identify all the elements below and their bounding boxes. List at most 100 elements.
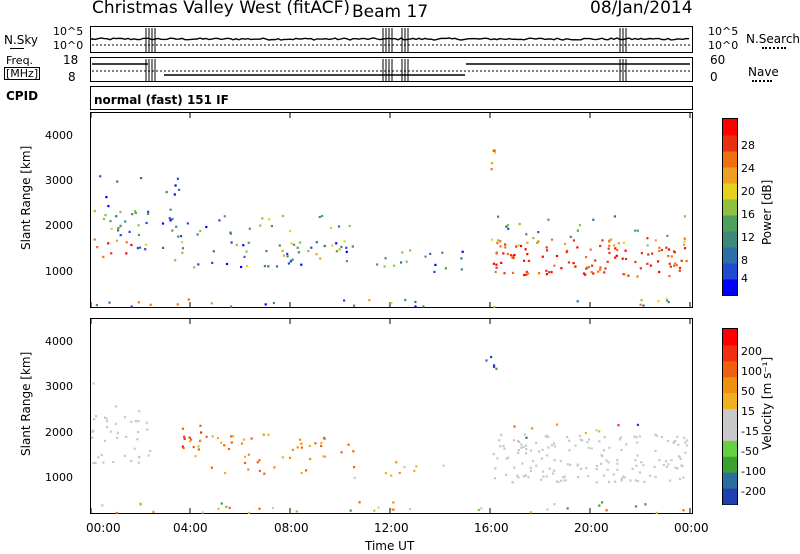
power-cell — [603, 271, 606, 274]
velocity-cell — [139, 502, 142, 505]
velocity-cell — [299, 438, 302, 441]
nave-label: Nave — [748, 65, 779, 79]
velocity-cell — [585, 467, 588, 470]
velocity-cell — [182, 447, 185, 450]
power-cell — [636, 275, 639, 278]
power-cell — [348, 224, 351, 228]
velocity-cell — [670, 459, 673, 462]
velocity-cell — [183, 437, 186, 440]
velocity-cell — [667, 463, 670, 466]
velocity-cell — [517, 451, 520, 455]
velocity-cell — [392, 501, 395, 504]
velocity-cell — [660, 435, 664, 439]
velocity-cell — [566, 436, 569, 439]
velocity-cell — [183, 435, 186, 438]
nsky-legend-line — [10, 48, 24, 49]
power-cell — [523, 273, 526, 277]
velocity-cell — [587, 446, 590, 449]
velocity-cell — [587, 475, 590, 478]
power-cell — [245, 250, 248, 253]
velocity-cell — [442, 464, 445, 467]
power-cell — [267, 265, 270, 268]
velocity-cell — [273, 466, 276, 469]
velocity-cell — [105, 417, 108, 420]
power-cell — [526, 272, 530, 275]
power-cell — [115, 239, 119, 242]
velocity-cell — [498, 439, 501, 442]
power-cell — [137, 224, 140, 227]
velocity-cell — [133, 447, 136, 450]
power-cell — [119, 234, 122, 237]
power-cell — [296, 246, 299, 249]
velocity-cell — [525, 447, 528, 451]
velocity-cell — [579, 438, 582, 441]
power-cell — [169, 219, 172, 222]
velocity-cell — [240, 442, 244, 445]
power-cell — [134, 210, 137, 213]
power-cell — [576, 300, 579, 303]
power-cell — [674, 262, 677, 265]
velocity-cell — [499, 445, 502, 448]
velocity-cell — [230, 441, 233, 444]
velocity-cell — [622, 475, 625, 478]
power-cell — [492, 262, 495, 265]
power-cell — [615, 254, 618, 257]
power-cell — [572, 239, 575, 242]
velocity-colorbar-segment — [723, 392, 737, 410]
velocity-cell — [136, 438, 139, 441]
power-cell — [225, 262, 229, 266]
power-cell — [683, 240, 686, 243]
power-cell — [497, 215, 500, 218]
velocity-colorbar-segment — [723, 329, 737, 346]
power-cell — [624, 249, 627, 252]
power-cell — [99, 175, 102, 178]
cpid-panel — [90, 86, 693, 110]
xtick-0400: 04:00 — [173, 521, 208, 535]
velocity-cell — [625, 443, 628, 446]
velocity-cell — [623, 476, 626, 479]
velocity-ytick-4000: 4000 — [45, 335, 73, 348]
velocity-cell — [124, 416, 127, 419]
velocity-cell — [114, 405, 118, 408]
power-cell — [323, 244, 326, 248]
power-cell — [683, 247, 687, 250]
velocity-cell — [300, 446, 303, 449]
xtick-1200: 12:00 — [374, 521, 409, 535]
velocity-cell — [521, 462, 524, 465]
velocity-plot-frame — [90, 318, 693, 514]
power-cell — [541, 255, 544, 258]
velocity-cell — [555, 423, 559, 426]
velocity-cell — [576, 464, 579, 467]
velocity-cell — [602, 449, 605, 452]
power-cell — [678, 266, 682, 269]
velocity-cell — [495, 367, 498, 370]
velocity-cell — [577, 476, 580, 479]
power-cell — [140, 177, 143, 180]
velocity-cell — [562, 476, 565, 479]
velocity-cell — [541, 470, 545, 473]
velocity-cell — [95, 415, 98, 418]
power-cell — [592, 218, 595, 221]
power-colorbar-segment — [723, 279, 737, 296]
velocity-cell — [493, 477, 497, 480]
power-cell — [642, 304, 645, 307]
power-cell — [496, 241, 499, 245]
velocity-cell — [568, 439, 571, 442]
power-colorbar-segment — [723, 151, 737, 168]
power-cell — [574, 265, 577, 268]
power-cell — [490, 168, 493, 171]
nsky-panel — [90, 26, 693, 53]
velocity-cell — [616, 462, 619, 465]
power-cell — [243, 255, 246, 258]
power-cb-tick-12: 12 — [741, 231, 755, 244]
velocity-cell — [100, 453, 103, 457]
power-cell — [275, 265, 279, 268]
velocity-cell — [349, 509, 352, 512]
power-cell — [547, 218, 550, 221]
power-cell — [265, 250, 268, 253]
power-cell — [165, 191, 168, 194]
freq-tick-bottom: 8 — [68, 70, 76, 84]
power-cell — [174, 184, 177, 187]
power-cell — [168, 217, 171, 220]
